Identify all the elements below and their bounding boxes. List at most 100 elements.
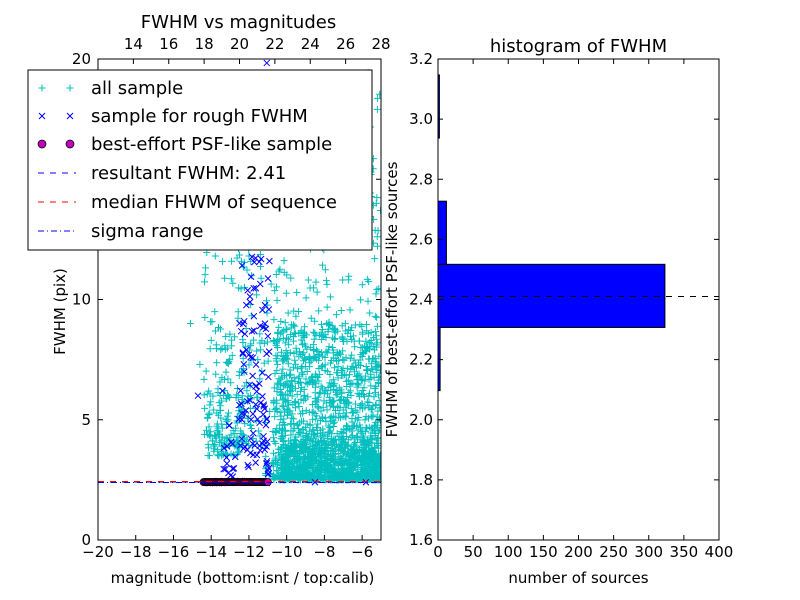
all-sample-point — [256, 375, 264, 383]
all-sample-point — [331, 435, 339, 443]
all-sample-point — [367, 406, 375, 414]
all-sample-point — [373, 442, 381, 450]
all-sample-point — [295, 307, 303, 315]
all-sample-point — [271, 429, 279, 437]
all-sample-point — [303, 368, 311, 376]
rough-sample-point — [248, 253, 256, 261]
all-sample-point — [229, 279, 237, 287]
all-sample-point — [202, 264, 210, 272]
all-sample-point — [273, 366, 281, 374]
all-sample-point — [325, 393, 333, 401]
all-sample-point — [320, 397, 328, 405]
all-sample-point — [253, 291, 261, 299]
all-sample-point — [300, 333, 308, 341]
rough-sample-point — [261, 320, 269, 327]
all-sample-point — [354, 446, 362, 454]
all-sample-point — [321, 366, 329, 374]
all-sample-point — [370, 354, 378, 362]
all-sample-point — [216, 378, 224, 386]
all-sample-point — [349, 363, 357, 371]
top-x-tick-label: 28 — [371, 35, 390, 53]
all-sample-point — [280, 257, 288, 265]
rough-sample-point — [247, 416, 255, 424]
all-sample-point — [221, 274, 229, 282]
all-sample-point — [313, 468, 321, 476]
all-sample-point — [277, 330, 285, 338]
all-sample-point — [282, 334, 290, 342]
legend-label: all sample — [91, 78, 183, 99]
all-sample-point — [343, 393, 351, 401]
all-sample-point — [339, 459, 347, 467]
all-sample-point — [358, 429, 366, 437]
all-sample-point — [201, 404, 209, 412]
all-sample-point — [348, 415, 356, 423]
all-sample-point — [349, 408, 357, 416]
all-sample-point — [288, 392, 296, 400]
all-sample-point — [292, 312, 300, 320]
x-tick-label: −18 — [120, 543, 152, 561]
rough-sample-point — [262, 325, 270, 333]
rough-sample-point — [255, 380, 263, 388]
all-sample-point — [223, 412, 231, 420]
rough-sample-point — [227, 472, 234, 479]
all-sample-point — [319, 261, 327, 269]
all-sample-point — [332, 413, 340, 421]
all-sample-point — [370, 346, 378, 354]
all-sample-point — [206, 401, 214, 409]
all-sample-point — [318, 459, 326, 467]
all-sample-point — [274, 360, 282, 368]
all-sample-point — [279, 419, 287, 427]
all-sample-point — [344, 276, 352, 284]
all-sample-point — [364, 439, 372, 447]
all-sample-point — [364, 455, 372, 463]
all-sample-point — [287, 457, 295, 465]
all-sample-point — [242, 379, 250, 387]
all-sample-point — [302, 294, 310, 302]
all-sample-point — [311, 329, 319, 337]
all-sample-point — [318, 325, 326, 333]
all-sample-point — [365, 392, 373, 400]
all-sample-point — [330, 335, 338, 343]
all-sample-point — [357, 464, 365, 472]
all-sample-point — [256, 250, 264, 258]
all-sample-point — [371, 255, 379, 263]
all-sample-point — [362, 320, 370, 328]
all-sample-point — [342, 354, 350, 362]
all-sample-point — [367, 450, 375, 458]
all-sample-point — [224, 409, 232, 417]
all-sample-point — [276, 265, 284, 273]
all-sample-point — [237, 429, 245, 437]
all-sample-point — [317, 475, 325, 483]
all-sample-point — [226, 355, 234, 363]
all-sample-point — [301, 468, 309, 476]
all-sample-point — [304, 276, 312, 284]
left-x-axis-label: magnitude (bottom:isnt / top:calib) — [111, 569, 375, 587]
rough-sample-point — [246, 293, 254, 300]
all-sample-point — [257, 346, 265, 354]
all-sample-point — [303, 420, 311, 428]
all-sample-point — [319, 425, 327, 433]
rough-sample-point — [259, 393, 266, 400]
hist-x-tick-label: 400 — [705, 543, 734, 561]
rough-sample-point — [223, 460, 231, 467]
all-sample-point — [260, 339, 268, 347]
all-sample-point — [253, 393, 261, 401]
all-sample-point — [276, 386, 284, 394]
all-sample-point — [296, 348, 304, 356]
all-sample-point — [243, 387, 251, 395]
all-sample-point — [349, 332, 357, 340]
all-sample-point — [227, 379, 235, 387]
rough-sample-point — [258, 369, 266, 376]
rough-sample-point — [223, 454, 230, 461]
all-sample-point — [274, 380, 282, 388]
all-sample-point — [277, 389, 285, 397]
all-sample-point — [271, 287, 279, 295]
all-sample-point — [280, 326, 288, 334]
all-sample-point — [234, 308, 242, 316]
all-sample-point — [205, 387, 213, 395]
all-sample-point — [283, 325, 291, 333]
all-sample-point — [365, 456, 373, 464]
all-sample-point — [324, 443, 332, 451]
all-sample-point — [365, 278, 373, 286]
all-sample-point — [372, 436, 380, 444]
